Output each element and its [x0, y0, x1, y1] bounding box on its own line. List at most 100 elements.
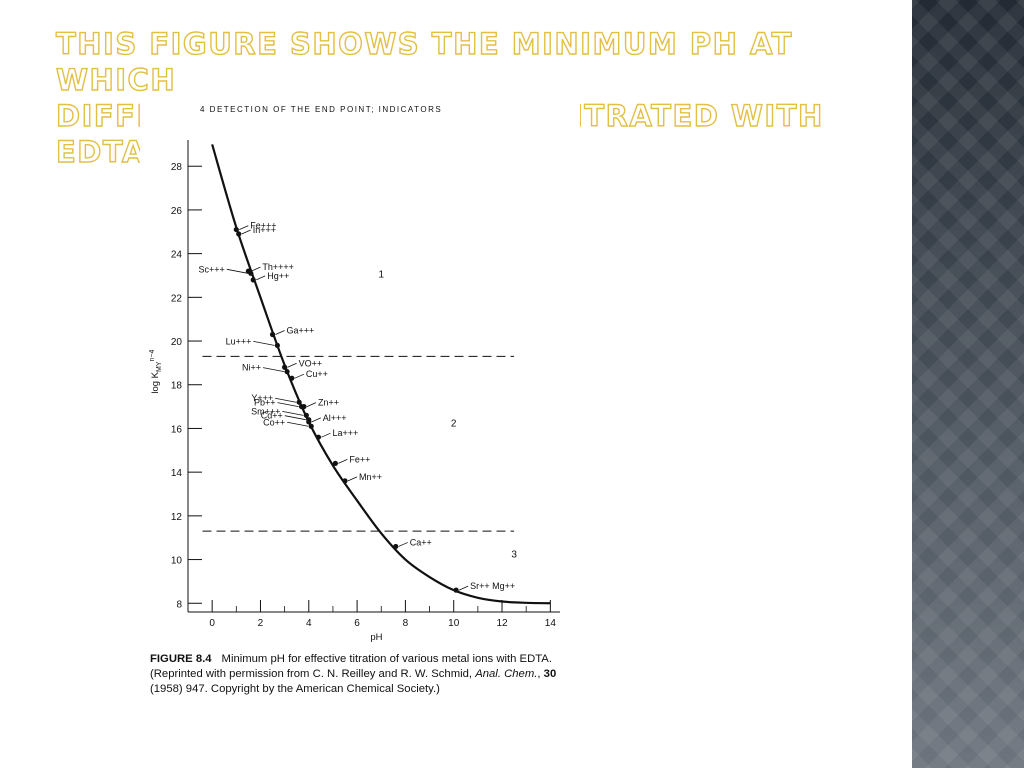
caption-separator: , [537, 668, 544, 680]
ion-data-point [284, 369, 290, 375]
x-tick-label: 8 [403, 618, 409, 629]
x-tick-label: 4 [306, 618, 312, 629]
y-tick-label: 20 [171, 337, 183, 348]
y-tick-label: 18 [171, 381, 183, 392]
ion-label: Zn++ [318, 398, 339, 408]
ion-data-point [306, 417, 312, 423]
ion-data-point [248, 270, 254, 276]
ion-leader-line [287, 421, 309, 427]
ion-leader-line [277, 402, 299, 407]
ion-label: Co++ [263, 417, 285, 427]
ion-label: Y+++ [251, 393, 273, 403]
ion-data-point [282, 364, 288, 370]
ion-label: Sc+++ [199, 264, 225, 274]
ion-data-point [393, 543, 399, 550]
y-tick-label: 16 [171, 424, 183, 435]
ion-data-point [236, 231, 242, 237]
ion-leader-line [275, 397, 297, 403]
caption-text-1: Minimum pH for effective titration of va… [150, 653, 552, 680]
ion-leader-line [256, 275, 266, 281]
ion-label: Pb++ [254, 398, 276, 408]
ion-label: In+++ [253, 225, 276, 235]
ion-leader-line [275, 330, 285, 335]
ion-data-point [303, 412, 309, 418]
ion-data-point [308, 423, 314, 429]
x-tick-label: 14 [545, 618, 557, 629]
ion-leader-line [347, 476, 358, 482]
ion-data-point [342, 478, 348, 484]
ion-data-point [298, 403, 305, 410]
ion-label: Lu+++ [226, 336, 252, 346]
y-tick-label: 12 [171, 512, 183, 523]
region-number-label: 1 [378, 270, 384, 281]
decorative-side-strip [912, 0, 1024, 768]
ion-leader-line [253, 341, 275, 346]
ion-label: Hg++ [267, 271, 289, 281]
scanned-figure: 4 DETECTION OF THE END POINT; INDICATORS… [140, 100, 580, 715]
y-tick-label: 10 [171, 556, 183, 567]
x-tick-label: 2 [258, 618, 264, 629]
ion-data-point [250, 277, 256, 283]
x-tick-label: 0 [209, 618, 215, 629]
ion-leader-line [306, 402, 317, 407]
caption-journal: Anal. Chem. [475, 668, 538, 680]
ion-data-point [274, 342, 280, 349]
ion-label: VO++ [299, 358, 323, 368]
y-tick-label: 22 [171, 293, 183, 304]
ion-label: Sm+++ [251, 406, 280, 416]
ion-leader-line [294, 373, 305, 379]
slide-title-line-1: This figure shows the minimum pH at whic… [55, 26, 793, 97]
ion-leader-line [287, 362, 297, 368]
ion-data-point [269, 331, 276, 338]
y-tick-label: 28 [171, 162, 183, 173]
ion-label: La+++ [332, 428, 358, 438]
ion-leader-line [251, 266, 261, 272]
ion-label: Ga+++ [287, 325, 315, 335]
ion-label: Fe+++ [250, 221, 276, 231]
ion-leader-line [321, 432, 331, 438]
ion-label: Th++++ [262, 262, 294, 272]
ion-label: Cd++ [261, 411, 283, 421]
ion-leader-line [284, 415, 306, 421]
ion-leader-line [262, 367, 285, 373]
x-tick-label: 6 [354, 618, 360, 629]
minimum-ph-curve [211, 144, 551, 605]
ion-data-point [315, 434, 322, 440]
ion-leader-line [458, 585, 469, 591]
x-tick-label: 10 [448, 618, 460, 629]
ion-data-point [332, 460, 338, 467]
ion-label: Ca++ [410, 537, 432, 547]
caption-volume: 30 [543, 668, 557, 680]
figure-caption: FIGURE 8.4 Minimum pH for effective titra… [150, 652, 575, 697]
ion-leader-line [398, 542, 408, 547]
ion-leader-line [282, 410, 304, 416]
y-tick-label: 14 [171, 468, 183, 479]
ion-leader-line [338, 459, 348, 464]
ion-leader-line [226, 268, 248, 274]
y-axis-title: log KMYn−4 [149, 350, 163, 394]
y-tick-label: 24 [171, 250, 183, 261]
ion-data-point [289, 375, 295, 381]
cropped-page-header: 4 DETECTION OF THE END POINT; INDICATORS [200, 105, 442, 114]
ion-data-point [296, 399, 302, 405]
x-axis-title: pH [370, 632, 382, 643]
ion-leader-line [239, 225, 249, 230]
region-number-label: 3 [511, 549, 517, 560]
ion-label: Fe++ [349, 454, 370, 464]
titration-chart: 4 DETECTION OF THE END POINT; INDICATORS… [149, 105, 560, 643]
ion-label: Cu++ [306, 369, 328, 379]
ion-data-point [453, 587, 459, 593]
ion-leader-line [241, 229, 251, 235]
ion-label: Al+++ [323, 413, 347, 423]
y-tick-label: 8 [176, 599, 182, 610]
ion-label: Ni++ [242, 363, 261, 373]
caption-text-2: (1958) 947. Copyright by the American Ch… [150, 683, 440, 695]
ion-label: Sr++ Mg++ [470, 581, 515, 591]
ion-data-point [233, 226, 239, 233]
caption-figure-number: FIGURE 8.4 [150, 653, 212, 665]
ion-label: Mn++ [359, 472, 382, 482]
x-tick-label: 12 [496, 618, 508, 629]
ion-leader-line [311, 417, 321, 423]
region-number-label: 2 [451, 418, 457, 429]
